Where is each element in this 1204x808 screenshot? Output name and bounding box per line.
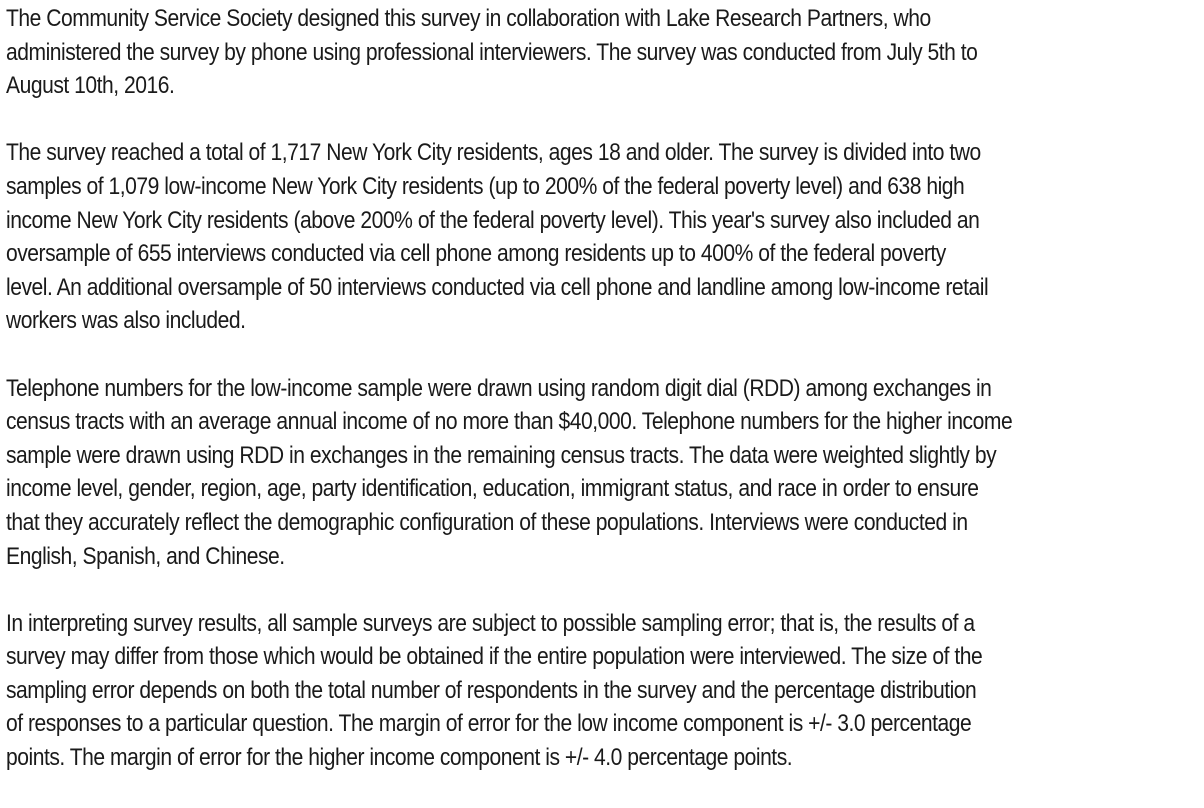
paragraph-sample-description: The survey reached a total of 1,717 New … bbox=[6, 136, 1201, 338]
text-line: Telephone numbers for the low-income sam… bbox=[6, 374, 992, 402]
text-line: sampling error depends on both the total… bbox=[6, 676, 977, 704]
paragraph-sampling-method: Telephone numbers for the low-income sam… bbox=[6, 372, 1201, 574]
text-line: income level, gender, region, age, party… bbox=[6, 475, 979, 503]
text-line: level. An additional oversample of 50 in… bbox=[6, 273, 989, 301]
text-line: points. The margin of error for the high… bbox=[6, 744, 793, 772]
text-line: The survey reached a total of 1,717 New … bbox=[6, 139, 981, 167]
text-line: sample were drawn using RDD in exchanges… bbox=[6, 441, 997, 469]
text-line: administered the survey by phone using p… bbox=[6, 38, 978, 66]
text-line: census tracts with an average annual inc… bbox=[6, 408, 1013, 436]
text-line: samples of 1,079 low-income New York Cit… bbox=[6, 172, 965, 200]
text-line: English, Spanish, and Chinese. bbox=[6, 542, 285, 570]
methodology-document: The Community Service Society designed t… bbox=[6, 2, 1035, 808]
text-line: oversample of 655 interviews conducted v… bbox=[6, 240, 946, 268]
text-line: of responses to a particular question. T… bbox=[6, 710, 972, 738]
text-line: income New York City residents (above 20… bbox=[6, 206, 980, 234]
text-line: The Community Service Society designed t… bbox=[6, 5, 931, 32]
text-line: workers was also included. bbox=[6, 307, 246, 335]
text-line: that they accurately reflect the demogra… bbox=[6, 508, 968, 536]
text-line: August 10th, 2016. bbox=[6, 72, 175, 100]
paragraph-survey-design: The Community Service Society designed t… bbox=[6, 2, 1201, 103]
text-line: survey may differ from those which would… bbox=[6, 643, 983, 671]
text-line: In interpreting survey results, all samp… bbox=[6, 609, 975, 637]
document-body: The Community Service Society designed t… bbox=[6, 2, 1201, 775]
paragraph-margin-of-error: In interpreting survey results, all samp… bbox=[6, 607, 1201, 775]
